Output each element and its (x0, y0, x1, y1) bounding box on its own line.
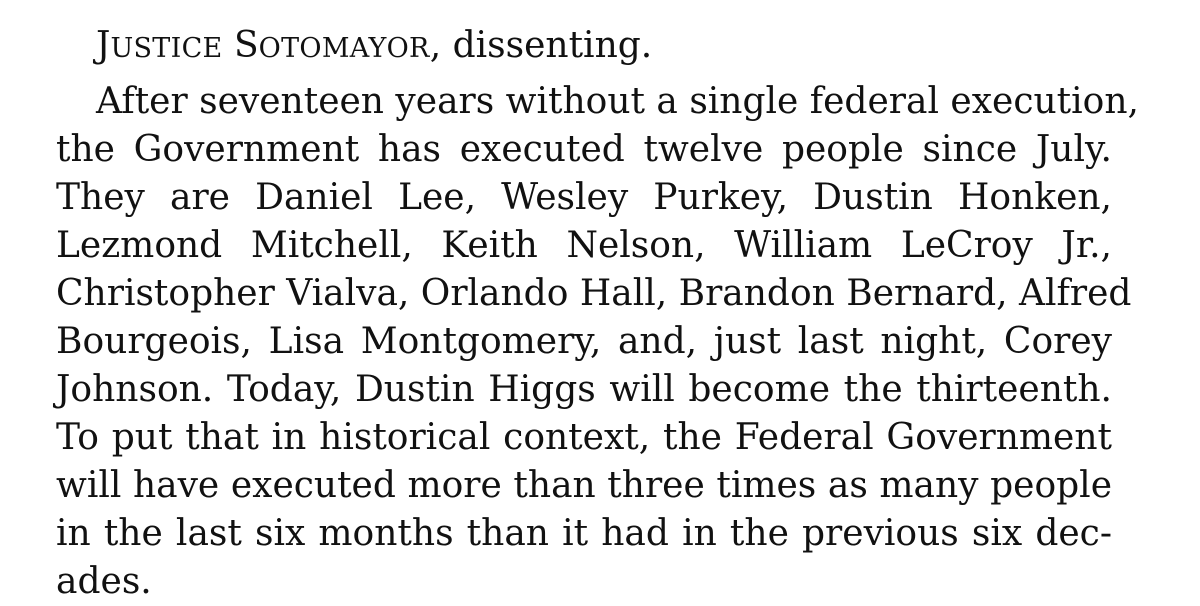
paragraph-line: will have executed more than three times… (56, 465, 1112, 506)
paragraph-line: They are Daniel Lee, Wesley Purkey, Dust… (56, 177, 1112, 218)
opinion-page: JUSTICE SOTOMAYOR, dissenting. After sev… (56, 25, 1139, 602)
opinion-heading: JUSTICE SOTOMAYOR, dissenting. (96, 26, 652, 69)
paragraph-line: Johnson. Today, Dustin Higgs will become… (56, 369, 1112, 410)
paragraph-line: Christopher Vialva, Orlando Hall, Brando… (56, 273, 1132, 314)
heading-smallcaps-ustice: USTICE (110, 33, 223, 64)
heading-initial-j: J (96, 25, 111, 66)
paragraph-line: Bourgeois, Lisa Montgomery, and, just la… (56, 321, 1112, 362)
paragraph-line: ades. (56, 561, 152, 602)
heading-suffix: , dissenting. (429, 25, 653, 66)
paragraph-line: After seventeen years without a single f… (96, 81, 1139, 122)
dissent-paragraph: After seventeen years without a single f… (56, 78, 1139, 606)
paragraph-line: the Government has executed twelve peopl… (56, 129, 1112, 170)
heading-smallcaps-otomayor: OTOMAYOR (258, 33, 430, 64)
heading-initial-s: S (234, 25, 259, 66)
paragraph-line: Lezmond Mitchell, Keith Nelson, William … (56, 225, 1112, 266)
paragraph-line: To put that in historical context, the F… (56, 417, 1112, 458)
paragraph-line: in the last six months than it had in th… (56, 513, 1112, 554)
